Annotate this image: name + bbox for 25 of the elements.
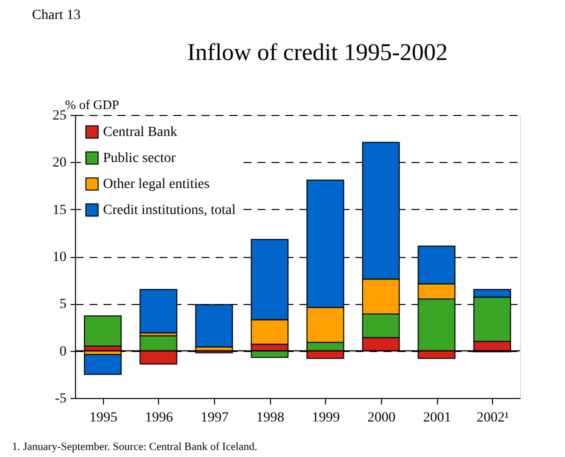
bar	[84, 315, 122, 347]
y-axis-title: % of GDP	[65, 97, 120, 112]
caption: Chart 13	[32, 8, 81, 23]
y-tick-label: 25	[52, 108, 66, 124]
legend-label: Central Bank	[103, 125, 178, 140]
x-tick-label: 1997	[200, 410, 229, 426]
legend-label: Public sector	[103, 151, 176, 166]
x-tick-label: 1998	[256, 410, 284, 426]
x-tick-label: 2000	[367, 410, 396, 426]
y-tick-label: 10	[52, 250, 66, 265]
text: 1. January-September. Source: Central Bank of Iceland.	[12, 441, 258, 453]
chart-title: Inflow of credit 1995-2002	[187, 40, 448, 66]
y-tick-label: -5	[54, 392, 66, 406]
y-tick-label: 0	[60, 344, 66, 360]
x-tick-label: 1995	[89, 410, 118, 426]
y-tick-label: 15	[52, 202, 66, 218]
x-tick-label: 1996	[144, 410, 173, 426]
x-tick-label: 2002¹	[476, 410, 509, 426]
x-tick-label: 2001	[423, 410, 452, 426]
legend-label: Other legal entities	[103, 177, 210, 192]
x-tick-label: 1999	[312, 410, 340, 426]
legend-label: Credit institutions, total	[103, 203, 236, 218]
y-tick-label: 20	[52, 156, 66, 171]
y-tick-label: 5	[60, 297, 66, 312]
bar	[84, 354, 122, 375]
